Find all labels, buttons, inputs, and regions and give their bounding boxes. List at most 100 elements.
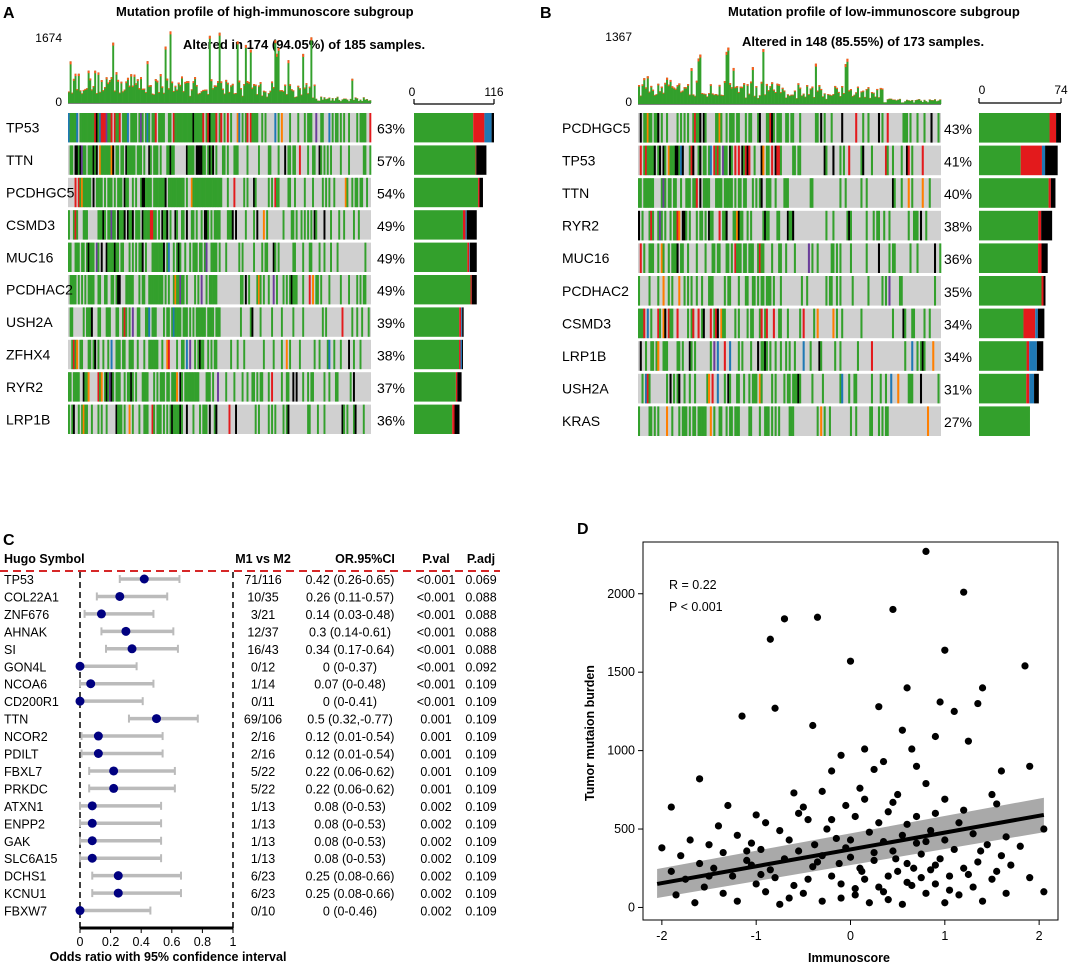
tmb-bar-top (271, 81, 274, 84)
onco-cell (318, 242, 321, 272)
tmb-bar (755, 86, 758, 104)
tmb-bar-top (241, 95, 244, 97)
onco-cell (769, 178, 772, 208)
onco-cell (77, 177, 80, 208)
onco-cell (162, 404, 165, 434)
tmb-bar-top (220, 81, 223, 84)
onco-cell (662, 145, 665, 176)
onco-cell (646, 145, 649, 176)
onco-cell (816, 243, 819, 273)
tmb-bar-top (720, 94, 723, 96)
onco-cell (692, 113, 695, 143)
onco-cell (144, 307, 147, 337)
tmb-bar-top (704, 93, 707, 95)
onco-cell (799, 145, 802, 176)
onco-cell (223, 145, 226, 175)
onco-cell (881, 406, 884, 436)
onco-cell (713, 145, 716, 176)
forest-mvm: 1/13 (251, 852, 275, 866)
onco-cell (734, 210, 737, 241)
tmb-bar (695, 80, 698, 104)
onco-cell (336, 242, 339, 272)
tmb-bar-top (307, 93, 310, 95)
tmb-bar (339, 101, 342, 103)
onco-cell (161, 242, 164, 272)
onco-cell (879, 373, 882, 404)
tmb-bar (246, 81, 249, 103)
scatter-point (846, 657, 855, 665)
onco-cell (200, 307, 203, 337)
onco-cell (220, 177, 223, 208)
tmb-bar-top (876, 88, 879, 91)
tmb-bar-top (253, 84, 256, 86)
onco-cell (126, 145, 129, 175)
scatter-y-tick-label: 1000 (607, 744, 635, 758)
onco-cell (179, 242, 182, 272)
onco-cell (169, 404, 172, 434)
onco-cell (755, 373, 758, 404)
tmb-bar (778, 84, 781, 104)
onco-cell (653, 406, 656, 436)
gene-bar-missense (414, 307, 460, 337)
onco-cell (877, 243, 880, 273)
onco-cell (280, 307, 283, 337)
onco-cell (148, 177, 151, 208)
onco-cell (167, 339, 170, 370)
onco-cell (243, 177, 246, 208)
onco-cell (312, 372, 314, 402)
tmb-bar (905, 99, 909, 104)
tmb-bar-top (164, 46, 167, 50)
tmb-bar (928, 99, 931, 104)
gene-bar-missense (979, 113, 1050, 143)
onco-cell (122, 113, 124, 143)
onco-cell (354, 177, 357, 208)
onco-cell (192, 404, 195, 434)
onco-cell (143, 210, 146, 240)
onco-cell (167, 145, 170, 175)
onco-cell (166, 210, 169, 240)
tmb-bar (851, 95, 854, 104)
scatter-y-tick-label: 1500 (607, 665, 635, 679)
gene-bar-missense (979, 276, 1042, 306)
onco-cell (877, 406, 880, 436)
panel-label-a: A (3, 5, 15, 22)
onco-cell (718, 145, 721, 176)
onco-cell (748, 113, 751, 143)
onco-cell (159, 275, 162, 305)
tmb-bar-top (755, 86, 758, 88)
tmb-bar-top (659, 91, 662, 93)
onco-cell (666, 406, 669, 436)
onco-cell (650, 210, 653, 241)
tmb-bar-top (820, 88, 823, 91)
gene-percent: 35% (944, 284, 972, 300)
tmb-bar (767, 90, 770, 104)
onco-cell (851, 276, 854, 306)
onco-cell (230, 210, 233, 240)
onco-cell (639, 308, 642, 339)
onco-cell (248, 275, 251, 305)
onco-cell (194, 242, 197, 272)
tmb-bar (123, 89, 126, 103)
forest-gene-label: SLC6A15 (4, 852, 58, 866)
onco-cell (323, 404, 326, 434)
scatter-point (908, 745, 916, 753)
onco-cell (646, 308, 649, 339)
onco-cell (69, 113, 72, 143)
tmb-bar (862, 90, 865, 104)
tmb-bar-top (154, 79, 157, 82)
tmb-bar (933, 99, 937, 104)
onco-cell (153, 177, 156, 208)
gene-bar-frameshift (1029, 373, 1035, 404)
onco-cell (802, 308, 805, 339)
onco-cell (776, 113, 779, 143)
tmb-bar-top (282, 90, 285, 92)
onco-cell (725, 113, 728, 143)
onco-cell (148, 307, 151, 337)
onco-cell (310, 113, 313, 143)
tmb-bar (217, 81, 219, 103)
onco-cell (760, 145, 763, 176)
onco-cell (72, 339, 75, 370)
onco-cell (902, 113, 905, 143)
tmb-bar (748, 93, 751, 104)
onco-cell (267, 275, 270, 305)
